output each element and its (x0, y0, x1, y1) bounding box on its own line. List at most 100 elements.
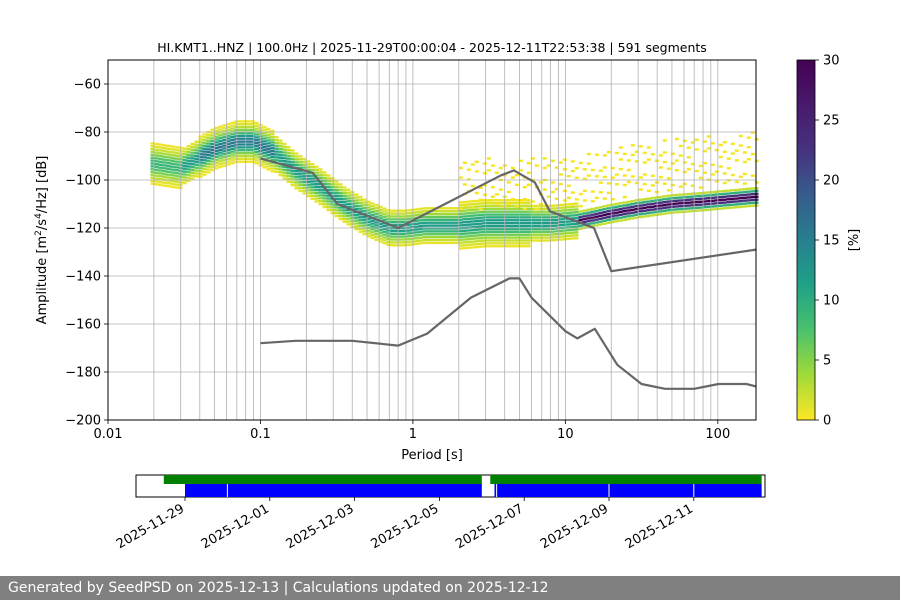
psd-cell (462, 161, 467, 164)
psd-cell (346, 200, 351, 203)
psd-cell (666, 194, 671, 197)
psd-cell (506, 204, 511, 208)
psd-cell (450, 238, 455, 242)
psd-cell (426, 238, 431, 242)
psd-cell (554, 230, 559, 233)
psd-cell (222, 147, 227, 150)
psd-cell (706, 205, 711, 209)
psd-cell (490, 207, 495, 210)
psd-cell (586, 220, 591, 223)
psd-cell (218, 145, 223, 149)
psd-cell (582, 189, 587, 193)
psd-cell (606, 182, 611, 185)
psd-cell (470, 226, 475, 229)
psd-cell (674, 137, 679, 141)
psd-cell (486, 245, 491, 248)
psd-cell (198, 161, 203, 164)
psd-cell (550, 236, 555, 239)
psd-cell (490, 239, 495, 242)
psd-cell (426, 215, 431, 219)
psd-cell (594, 175, 599, 178)
psd-cell (406, 209, 411, 212)
psd-cell (518, 245, 523, 248)
psd-cell (438, 207, 443, 210)
psd-cell (174, 163, 179, 166)
psd-cell (366, 209, 371, 212)
psd-cell (734, 149, 739, 152)
psd-cell (314, 168, 319, 171)
psd-cell (522, 242, 527, 245)
psd-cell (746, 136, 751, 139)
psd-cell (658, 195, 663, 199)
psd-cell (506, 236, 511, 239)
psd-cell (486, 233, 491, 236)
psd-cell (678, 196, 683, 199)
psd-cell (554, 238, 559, 242)
psd-cell (586, 208, 591, 211)
psd-cell (298, 189, 303, 193)
psd-cell (538, 227, 543, 231)
psd-cell (466, 178, 471, 181)
psd-cell (222, 164, 227, 167)
psd-cell (286, 151, 291, 155)
psd-cell (614, 202, 619, 206)
psd-figure: HI.KMT1..HNZ | 100.0Hz | 2025-11-29T00:0… (34, 40, 862, 552)
psd-cell (474, 170, 479, 173)
psd-cell (238, 154, 243, 158)
y-tick-label: −60 (74, 78, 101, 93)
psd-cell (674, 196, 679, 200)
psd-cell (546, 213, 551, 216)
psd-cell (162, 152, 167, 156)
psd-cell (742, 190, 747, 194)
psd-cell (514, 242, 519, 245)
psd-cell (282, 160, 287, 163)
psd-cell (522, 227, 527, 231)
psd-cell (626, 218, 631, 221)
psd-cell (530, 233, 535, 236)
psd-cell (742, 199, 747, 202)
psd-cell (506, 216, 511, 219)
psd-cell (422, 233, 427, 236)
psd-cell (506, 213, 511, 216)
psd-cell (494, 202, 499, 206)
psd-cell (194, 160, 199, 164)
psd-cell (190, 154, 195, 157)
psd-cell (170, 148, 175, 151)
psd-cell (718, 155, 723, 159)
psd-cell (570, 217, 575, 220)
psd-cell (414, 231, 419, 234)
psd-cell (642, 182, 647, 186)
psd-cell (710, 173, 715, 176)
psd-cell (510, 213, 515, 216)
psd-cell (538, 233, 543, 236)
psd-cell (610, 215, 615, 218)
psd-cell (238, 157, 243, 161)
psd-cell (302, 172, 307, 175)
psd-cell (574, 234, 579, 237)
psd-cell (202, 144, 207, 148)
psd-cell (742, 160, 747, 164)
psd-cell (170, 177, 175, 180)
psd-cell (610, 217, 615, 221)
psd-cell (546, 219, 551, 222)
psd-cell (626, 206, 631, 209)
psd-cell (694, 203, 699, 207)
psd-cell (558, 232, 563, 235)
psd-cell (310, 163, 315, 166)
psd-cell (158, 146, 163, 149)
psd-cell (202, 162, 207, 165)
psd-cell (442, 230, 447, 233)
psd-cell (530, 200, 535, 203)
psd-cell (262, 154, 267, 157)
psd-cell (514, 224, 519, 228)
psd-cell (642, 173, 647, 176)
psd-cell (186, 159, 191, 162)
psd-cell (518, 239, 523, 242)
psd-cell (614, 217, 619, 220)
psd-cell (190, 174, 195, 177)
psd-cell (534, 239, 539, 242)
psd-cell (242, 146, 247, 149)
psd-cell (374, 212, 379, 215)
psd-cell (518, 233, 523, 236)
psd-cell (238, 143, 243, 146)
